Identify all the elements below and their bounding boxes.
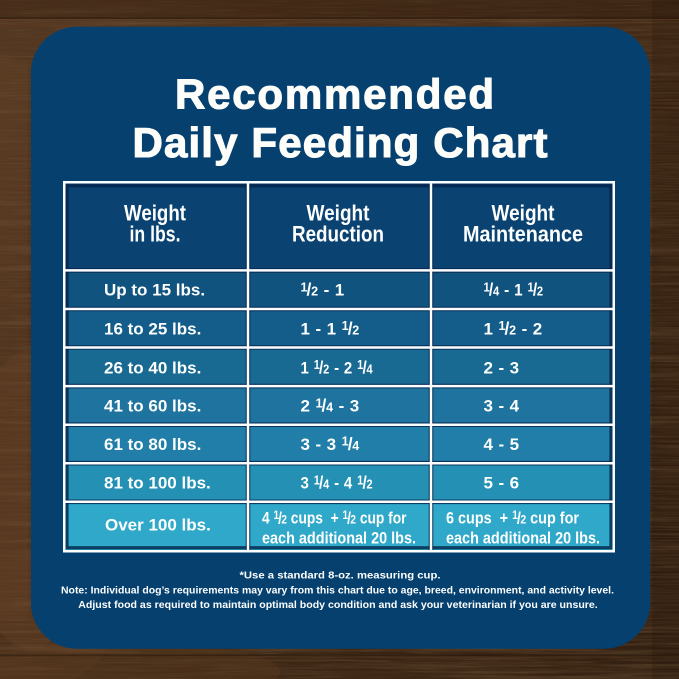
svg-text:Reduction: Reduction <box>292 222 384 247</box>
svg-text:1 1/2 - 2: 1 1/2 - 2 <box>484 318 543 338</box>
svg-text:4 1/2 cups + 1/2 cup for: 4 1/2 cups + 1/2 cup for <box>262 508 407 527</box>
svg-text:5 - 6: 5 - 6 <box>484 474 520 493</box>
svg-text:3 - 3 1/4: 3 - 3 1/4 <box>301 434 360 454</box>
svg-text:1 1/2 - 2 1/4: 1 1/2 - 2 1/4 <box>301 357 374 377</box>
svg-text:1/4 - 1 1/2: 1/4 - 1 1/2 <box>484 280 544 300</box>
svg-text:Weight: Weight <box>307 201 371 226</box>
svg-text:1/2 - 1: 1/2 - 1 <box>301 280 345 300</box>
svg-text:Adjust food as required to mai: Adjust food as required to maintain opti… <box>78 599 598 611</box>
svg-text:41 to 60 lbs.: 41 to 60 lbs. <box>104 397 201 416</box>
svg-text:Over 100 lbs.: Over 100 lbs. <box>105 516 211 535</box>
svg-text:Weight: Weight <box>124 201 187 226</box>
svg-text:*Use a standard 8-oz. measurin: *Use a standard 8-oz. measuring cup. <box>240 569 441 581</box>
svg-text:Up to 15 lbs.: Up to 15 lbs. <box>104 281 205 300</box>
svg-text:Weight: Weight <box>492 201 556 226</box>
svg-text:61 to 80 lbs.: 61 to 80 lbs. <box>104 435 201 454</box>
svg-text:1 - 1 1/2: 1 - 1 1/2 <box>301 318 360 338</box>
svg-text:26 to 40 lbs.: 26 to 40 lbs. <box>104 358 201 377</box>
svg-text:4 - 5: 4 - 5 <box>484 435 520 454</box>
svg-text:in lbs.: in lbs. <box>130 222 181 247</box>
svg-text:Daily Feeding Chart: Daily Feeding Chart <box>133 119 548 166</box>
svg-text:2 1/4 - 3: 2 1/4 - 3 <box>301 396 360 416</box>
svg-text:Recommended: Recommended <box>175 71 494 118</box>
svg-text:each additional 20 lbs.: each additional 20 lbs. <box>446 530 600 548</box>
svg-text:Note: Individual dog’s require: Note: Individual dog’s requirements may … <box>61 584 614 596</box>
svg-text:81 to 100 lbs.: 81 to 100 lbs. <box>104 474 211 493</box>
svg-text:2 - 3: 2 - 3 <box>484 358 520 377</box>
svg-text:3 - 4: 3 - 4 <box>484 397 520 416</box>
svg-text:6 cups + 1/2 cup for: 6 cups + 1/2 cup for <box>446 508 580 527</box>
svg-text:16 to 25 lbs.: 16 to 25 lbs. <box>104 319 201 338</box>
svg-text:Maintenance: Maintenance <box>463 222 583 247</box>
svg-text:each additional 20 lbs.: each additional 20 lbs. <box>262 530 416 548</box>
svg-text:3 1/4 - 4 1/2: 3 1/4 - 4 1/2 <box>301 473 374 493</box>
